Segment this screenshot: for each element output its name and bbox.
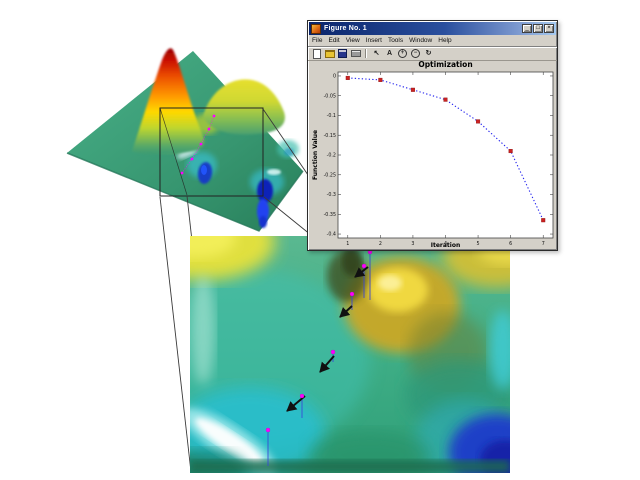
svg-text:7: 7 bbox=[542, 241, 545, 247]
svg-text:5: 5 bbox=[477, 241, 480, 247]
title-bar[interactable]: Figure No. 1 _ □ × bbox=[309, 22, 556, 35]
svg-text:4: 4 bbox=[444, 241, 447, 247]
svg-text:-0.2: -0.2 bbox=[327, 153, 336, 159]
descent-arrow-1 bbox=[354, 266, 369, 278]
descent-arrow-3 bbox=[319, 355, 335, 373]
descent-arrow-4 bbox=[286, 395, 306, 412]
zoom-in-icon[interactable]: + bbox=[397, 48, 408, 59]
descent-arrows bbox=[286, 266, 369, 412]
red-peak bbox=[132, 48, 204, 155]
descent-arrow-2 bbox=[339, 305, 353, 318]
menu-tools[interactable]: Tools bbox=[387, 37, 404, 44]
open-file-icon[interactable] bbox=[324, 48, 335, 59]
toolbar-separator bbox=[365, 49, 367, 58]
svg-text:Function Value: Function Value bbox=[312, 130, 319, 180]
svg-text:-0.3: -0.3 bbox=[327, 192, 336, 198]
iterate-path-overview bbox=[180, 114, 216, 175]
toolbar: ↖ A + − ↻ bbox=[308, 47, 557, 61]
menu-help[interactable]: Help bbox=[438, 37, 452, 44]
insert-text-icon[interactable]: A bbox=[386, 50, 393, 57]
menu-file[interactable]: File bbox=[312, 37, 323, 44]
svg-text:Iteration: Iteration bbox=[431, 242, 461, 249]
menu-insert[interactable]: Insert bbox=[365, 37, 382, 44]
svg-text:2: 2 bbox=[379, 241, 382, 247]
svg-text:-0.15: -0.15 bbox=[324, 133, 336, 139]
menu-bar: File Edit View Insert Tools Window Help bbox=[308, 35, 557, 47]
print-figure-icon[interactable] bbox=[350, 48, 361, 59]
zoom-region-outline bbox=[159, 107, 264, 197]
menu-edit[interactable]: Edit bbox=[328, 37, 340, 44]
projection-line-left-inner bbox=[186, 195, 193, 242]
svg-text:-0.25: -0.25 bbox=[324, 172, 336, 178]
svg-text:-0.4: -0.4 bbox=[327, 232, 336, 238]
close-button[interactable]: × bbox=[544, 24, 554, 33]
svg-text:1: 1 bbox=[346, 241, 349, 247]
edit-plot-icon[interactable]: ↖ bbox=[373, 50, 380, 57]
menu-view[interactable]: View bbox=[345, 37, 360, 44]
minimize-button[interactable]: _ bbox=[522, 24, 532, 33]
new-figure-icon[interactable] bbox=[311, 48, 322, 59]
svg-text:-0.05: -0.05 bbox=[324, 93, 336, 99]
svg-text:Optimization: Optimization bbox=[418, 60, 472, 69]
svg-text:6: 6 bbox=[509, 241, 512, 247]
save-figure-icon[interactable] bbox=[337, 48, 348, 59]
svg-text:0: 0 bbox=[333, 74, 336, 80]
zoomed-surface-view bbox=[190, 236, 510, 473]
yellow-ridge bbox=[203, 79, 285, 135]
menu-window[interactable]: Window bbox=[409, 37, 433, 44]
projection-line-left-outer bbox=[159, 196, 192, 473]
optimization-chart: 0 -0.05 -0.1 -0.15 -0.2 -0.25 -0.3 -0.35 -0.4 1 2 3… bbox=[312, 60, 554, 249]
figure-window: Figure No. 1 _ □ × File Edit View Insert… bbox=[307, 20, 558, 251]
maximize-button[interactable]: □ bbox=[533, 24, 543, 33]
zoom-out-icon[interactable]: − bbox=[410, 48, 421, 59]
rotate-3d-icon[interactable]: ↻ bbox=[425, 50, 432, 57]
svg-text:-0.35: -0.35 bbox=[324, 212, 336, 218]
peaks-surface-plot bbox=[66, 48, 304, 232]
svg-text:-0.1: -0.1 bbox=[327, 113, 336, 119]
window-title: Figure No. 1 bbox=[324, 25, 367, 32]
svg-text:3: 3 bbox=[411, 241, 414, 247]
matlab-figure-icon bbox=[311, 23, 321, 34]
iterate-markers bbox=[265, 249, 373, 433]
